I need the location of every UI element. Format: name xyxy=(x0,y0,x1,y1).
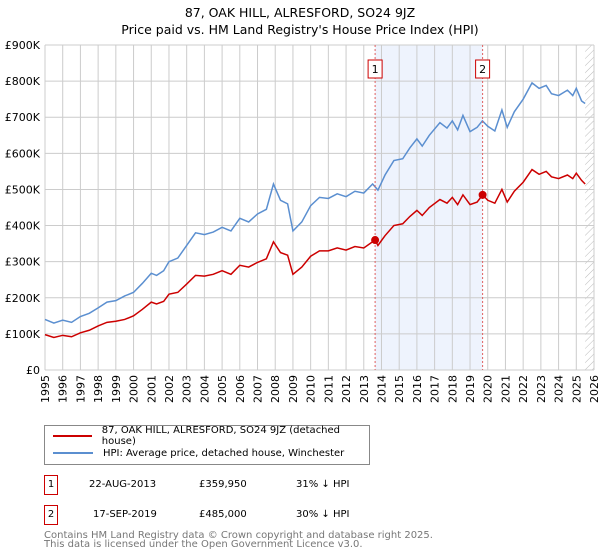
marker-label: 1 xyxy=(372,63,379,76)
footer-line: Contains HM Land Registry data © Crown c… xyxy=(44,530,433,541)
y-tick-label: £700K xyxy=(5,111,41,124)
blue-line-swatch xyxy=(53,452,93,454)
y-tick-label: £0 xyxy=(26,364,40,377)
transaction-hpi: 31% ↓ HPI xyxy=(296,479,350,490)
x-tick-label: 2012 xyxy=(340,375,353,403)
x-tick-label: 2008 xyxy=(269,375,282,403)
sale-point xyxy=(478,190,487,199)
x-tick-label: 2007 xyxy=(252,375,265,403)
marker-badge: 1 xyxy=(44,475,58,495)
legend-label: 87, OAK HILL, ALRESFORD, SO24 9JZ (detac… xyxy=(101,425,341,447)
x-tick-label: 2011 xyxy=(322,375,335,403)
series-line xyxy=(44,168,586,339)
subtitle-line: Price paid vs. HM Land Registry's House … xyxy=(121,22,479,37)
y-tick-label: £300K xyxy=(5,256,41,269)
x-tick-label: 2015 xyxy=(393,375,406,403)
price-chart: 1995 1996 1997 1998 1999 2000 2001 2002 2003 2004… xyxy=(5,39,600,403)
x-tick-label: 2018 xyxy=(446,375,459,403)
x-tick-label: 2009 xyxy=(287,375,300,403)
transaction-date: 22-AUG-2013 xyxy=(89,479,157,490)
y-tick-label: £800K xyxy=(5,75,41,88)
y-tick-label: £600K xyxy=(5,147,41,160)
y-tick-label: £200K xyxy=(5,292,41,305)
legend-item-hpi: HPI: Average price, detached house, Winc… xyxy=(53,445,344,461)
legend-item-property: 87, OAK HILL, ALRESFORD, SO24 9JZ (detac… xyxy=(53,425,369,447)
x-tick-label: 1997 xyxy=(74,375,87,403)
x-tick-label: 2010 xyxy=(305,375,318,403)
chart-title: 87, OAK HILL, ALRESFORD, SO24 9JZ Price … xyxy=(0,4,600,38)
x-tick-label: 2019 xyxy=(464,375,477,403)
x-tick-label: 2000 xyxy=(128,375,141,403)
y-tick-label: £100K xyxy=(5,328,41,341)
marker-badge: 2 xyxy=(44,505,58,525)
x-tick-label: 2022 xyxy=(517,375,530,403)
title-line: 87, OAK HILL, ALRESFORD, SO24 9JZ xyxy=(184,5,416,20)
y-tick-label: £900K xyxy=(5,39,41,52)
x-tick-label: 2001 xyxy=(145,375,158,403)
red-line-swatch xyxy=(53,435,92,437)
transaction-hpi: 30% ↓ HPI xyxy=(296,509,350,520)
transaction-row: 1 22-AUG-2013 £359,950 31% ↓ HPI xyxy=(44,475,424,495)
x-tick-label: 2020 xyxy=(482,375,495,403)
transaction-price: £359,950 xyxy=(199,479,247,490)
x-tick-label: 2025 xyxy=(570,375,583,403)
y-tick-label: £400K xyxy=(5,220,41,233)
x-tick-label: 1999 xyxy=(110,375,123,403)
x-tick-label: 2024 xyxy=(553,375,566,403)
transaction-price: £485,000 xyxy=(199,509,247,520)
x-tick-label: 1995 xyxy=(39,375,52,403)
series-line xyxy=(44,81,586,324)
y-tick-label: £500K xyxy=(5,183,41,196)
x-tick-label: 2013 xyxy=(358,375,371,403)
marker-box xyxy=(367,59,383,79)
x-tick-label: 2017 xyxy=(429,375,442,403)
hatched-region xyxy=(585,45,594,370)
marker-label: 2 xyxy=(479,63,486,76)
x-tick-label: 2021 xyxy=(499,375,512,403)
footer-line: This data is licensed under the Open Gov… xyxy=(44,539,363,550)
x-tick-label: 2004 xyxy=(198,375,211,403)
x-tick-label: 2023 xyxy=(535,375,548,403)
sale-point xyxy=(371,236,380,245)
x-tick-label: 2006 xyxy=(234,375,247,403)
transaction-date: 17-SEP-2019 xyxy=(93,509,157,520)
footer: Contains HM Land Registry data © Crown c… xyxy=(44,530,433,550)
x-tick-label: 1998 xyxy=(92,375,105,403)
x-tick-label: 2005 xyxy=(216,375,229,403)
x-tick-label: 2003 xyxy=(181,375,194,403)
transaction-row: 2 17-SEP-2019 £485,000 30% ↓ HPI xyxy=(44,505,424,525)
x-tick-label: 2016 xyxy=(411,375,424,403)
legend-label: HPI: Average price, detached house, Winc… xyxy=(103,447,345,459)
x-tick-label: 1996 xyxy=(57,375,70,403)
x-tick-label: 2002 xyxy=(163,375,176,403)
legend: 87, OAK HILL, ALRESFORD, SO24 9JZ (detac… xyxy=(44,425,370,465)
x-tick-label: 2014 xyxy=(375,375,388,403)
marker-box xyxy=(475,59,491,79)
x-tick-label: 2026 xyxy=(588,375,600,403)
